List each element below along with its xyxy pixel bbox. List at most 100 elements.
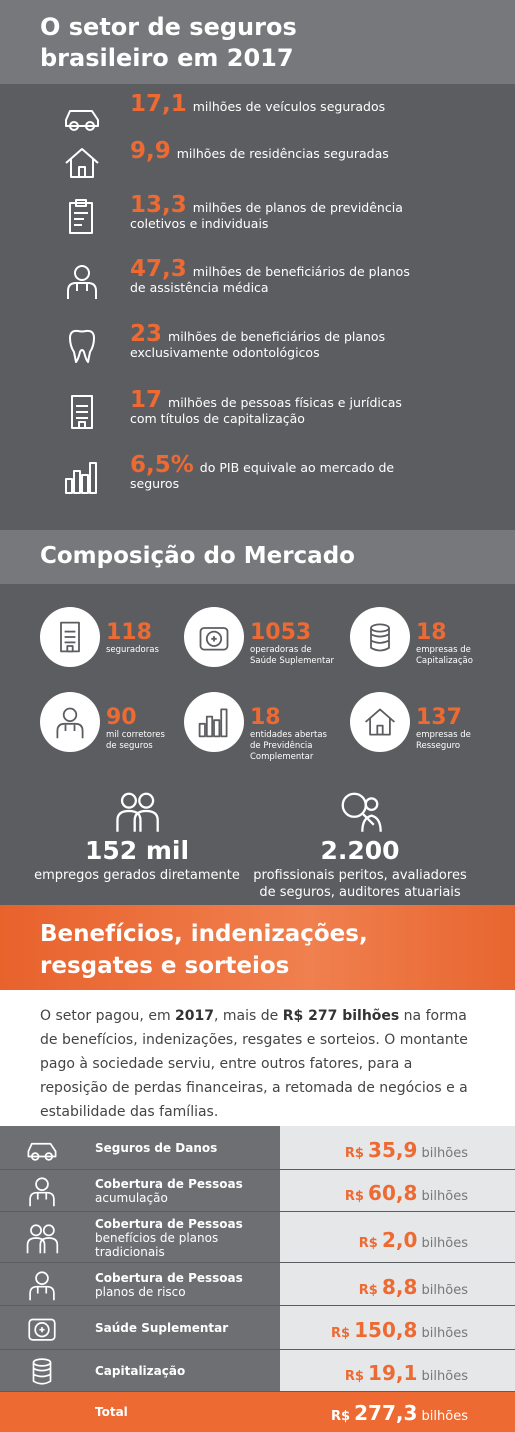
amount-value: 8,8 xyxy=(381,1274,418,1299)
amount-currency: R$ xyxy=(344,1189,364,1204)
table-row: Seguros de Danos R$ 35,9 bilhões xyxy=(0,1126,515,1169)
table-row: Cobertura de Pessoas acumulação R$ 60,8 bi… xyxy=(0,1170,515,1211)
market-number: 1053 xyxy=(250,620,312,645)
icon-shape xyxy=(65,462,97,494)
highlight-number: 6,5% xyxy=(130,452,194,478)
icon-shape xyxy=(32,1358,52,1385)
highlight: 13,3 milhões de planos de previdência col… xyxy=(130,194,420,232)
highlight: 6,5% do PIB equivale ao mercado de seguro… xyxy=(130,454,420,492)
icon-shape xyxy=(67,265,97,299)
market-item: 18 entidades abertas de Previdência Compl… xyxy=(250,706,340,763)
icon-shape xyxy=(35,1270,49,1285)
icon xyxy=(56,707,84,739)
icon-shape xyxy=(370,623,390,633)
row-sublabel: planos de risco xyxy=(95,1284,186,1299)
market-total-label: empregos gerados diretamente xyxy=(34,868,240,883)
benefits-title: Benefícios, indenizações, resgates e sor… xyxy=(40,921,368,979)
market-item: 118 seguradoras xyxy=(106,621,166,656)
icon-shape xyxy=(65,148,99,178)
icon-shape xyxy=(361,814,382,832)
amount-currency: R$ xyxy=(344,1146,364,1161)
amount-unit: bilhões xyxy=(421,1369,468,1384)
highlight-text: milhões de pessoas físicas e jurídicas c… xyxy=(130,395,402,426)
total-amount: R$ 277,3 bilhões xyxy=(331,1401,468,1425)
market-label: empresas de Capitalização xyxy=(416,645,473,666)
icon-shape xyxy=(365,708,395,736)
row-amount: R$ 150,8 bilhões xyxy=(331,1318,468,1342)
highlight-text: milhões de beneficiários de planos de as… xyxy=(130,264,410,295)
highlight-number: 47,3 xyxy=(130,256,187,282)
paragraph-segment: 2017 xyxy=(175,1008,214,1024)
header-title: O setor de seguros brasileiro em 2017 xyxy=(40,13,297,72)
icon-shape xyxy=(27,1142,57,1161)
icon-shape xyxy=(56,707,84,739)
table-row: Capitalização R$ 19,1 bilhões xyxy=(0,1350,515,1391)
icon-shape xyxy=(198,708,228,738)
row-label: Cobertura de Pessoas benefícios de planos… xyxy=(95,1217,245,1259)
amount-unit: bilhões xyxy=(421,1235,468,1251)
icon-shape xyxy=(32,1358,52,1367)
row-left xyxy=(0,1306,280,1349)
amount-value: 35,9 xyxy=(368,1138,418,1162)
market-total-number: 152 mil xyxy=(84,836,190,865)
total-label: Total xyxy=(95,1405,128,1419)
icon-shape xyxy=(29,1270,55,1300)
market-number: 90 xyxy=(106,705,137,730)
icon-shape xyxy=(361,812,375,826)
row-label: Cobertura de Pessoas acumulação xyxy=(95,1177,245,1205)
table-row: Cobertura de Pessoas benefícios de planos… xyxy=(0,1212,515,1262)
icon xyxy=(69,329,95,363)
icon-shape xyxy=(198,722,206,738)
header-band xyxy=(0,0,515,84)
highlight-number: 17 xyxy=(130,387,163,413)
market-number: 18 xyxy=(416,620,447,645)
icon xyxy=(116,792,159,832)
icon-shape xyxy=(69,329,95,363)
icon-shape xyxy=(29,1177,55,1207)
row-amount: R$ 19,1 bilhões xyxy=(345,1361,468,1385)
icon-shape xyxy=(28,1318,56,1341)
icon-shape xyxy=(30,1152,40,1161)
row-amount: R$ 8,8 bilhões xyxy=(359,1275,468,1299)
icon-shape xyxy=(64,724,76,731)
row-sublabel: benefícios de planos tradicionais xyxy=(95,1230,219,1259)
icon xyxy=(69,199,93,234)
icon-shape xyxy=(69,121,79,131)
row-label: Cobertura de Pessoas planos de risco xyxy=(95,1271,245,1299)
paragraph-segment: O setor pagou, em xyxy=(40,1008,176,1024)
table-row: Cobertura de Pessoas planos de risco R$ 8,… xyxy=(0,1263,515,1305)
icon-shape xyxy=(39,1327,45,1333)
icon xyxy=(29,1270,55,1300)
row-title: Cobertura de Pessoas xyxy=(95,1270,243,1285)
total-value: 277,3 xyxy=(354,1401,418,1425)
icon-shape xyxy=(341,792,367,818)
market-label: seguradoras xyxy=(106,645,159,655)
amount-currency: R$ xyxy=(344,1369,364,1384)
icon xyxy=(32,1358,52,1385)
icon-shape xyxy=(364,797,379,811)
icon-shape xyxy=(78,421,86,429)
icon-shape xyxy=(220,708,228,738)
row-right xyxy=(280,1126,515,1169)
market-title: Composição do Mercado xyxy=(40,543,355,569)
icon xyxy=(60,621,80,653)
icon-shape xyxy=(28,1318,56,1341)
row-amount: R$ 2,0 bilhões xyxy=(359,1228,468,1252)
market-icon-circle xyxy=(350,692,410,752)
amount-currency: R$ xyxy=(358,1282,378,1298)
row-title: Capitalização xyxy=(95,1364,186,1378)
amount-currency: R$ xyxy=(330,1326,350,1341)
icon-shape xyxy=(376,724,384,736)
icon xyxy=(27,1142,57,1161)
market-total: 2.200 profissionais peritos, avaliadores … xyxy=(245,835,475,901)
market-total: 152 mil empregos gerados diretamente xyxy=(22,835,252,884)
icon-shape xyxy=(205,630,223,647)
market-item: 1053 operadoras de Saúde Suplementar xyxy=(250,621,340,667)
market-label: entidades abertas de Previdência Complem… xyxy=(250,730,327,762)
row-right xyxy=(280,1263,515,1305)
row-title: Seguros de Danos xyxy=(95,1141,218,1155)
market-number: 118 xyxy=(106,620,152,645)
icon-shape xyxy=(26,1223,59,1253)
icon-shape xyxy=(205,715,214,738)
